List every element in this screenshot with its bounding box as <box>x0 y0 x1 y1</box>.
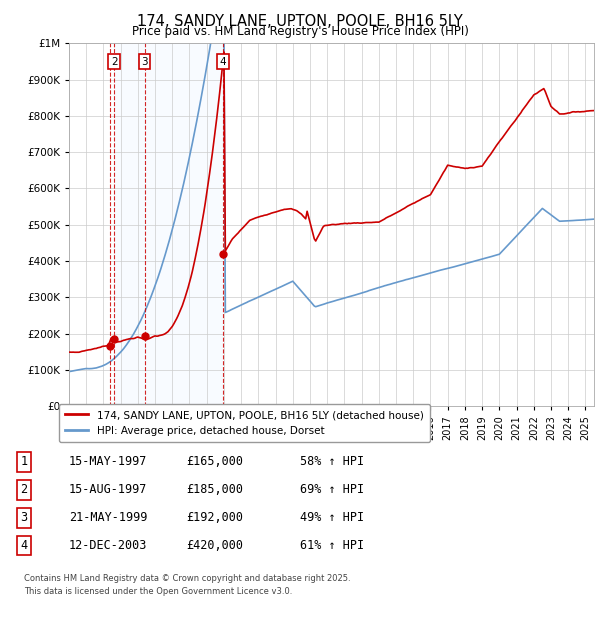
Text: 49% ↑ HPI: 49% ↑ HPI <box>300 512 364 524</box>
Text: £420,000: £420,000 <box>186 539 243 552</box>
Text: £165,000: £165,000 <box>186 456 243 468</box>
Text: 69% ↑ HPI: 69% ↑ HPI <box>300 484 364 496</box>
Text: 12-DEC-2003: 12-DEC-2003 <box>69 539 148 552</box>
Text: £185,000: £185,000 <box>186 484 243 496</box>
Text: 1: 1 <box>20 456 28 468</box>
Text: 2: 2 <box>111 56 118 66</box>
Text: This data is licensed under the Open Government Licence v3.0.: This data is licensed under the Open Gov… <box>24 587 292 596</box>
Text: Price paid vs. HM Land Registry's House Price Index (HPI): Price paid vs. HM Land Registry's House … <box>131 25 469 38</box>
Text: 2: 2 <box>20 484 28 496</box>
Text: 15-MAY-1997: 15-MAY-1997 <box>69 456 148 468</box>
Text: 58% ↑ HPI: 58% ↑ HPI <box>300 456 364 468</box>
Text: 4: 4 <box>220 56 226 66</box>
Text: 174, SANDY LANE, UPTON, POOLE, BH16 5LY: 174, SANDY LANE, UPTON, POOLE, BH16 5LY <box>137 14 463 29</box>
Text: 3: 3 <box>20 512 28 524</box>
Text: 3: 3 <box>141 56 148 66</box>
Bar <box>114 43 223 406</box>
Text: 21-MAY-1999: 21-MAY-1999 <box>69 512 148 524</box>
Text: 61% ↑ HPI: 61% ↑ HPI <box>300 539 364 552</box>
Text: Contains HM Land Registry data © Crown copyright and database right 2025.: Contains HM Land Registry data © Crown c… <box>24 574 350 583</box>
Text: £192,000: £192,000 <box>186 512 243 524</box>
Text: 15-AUG-1997: 15-AUG-1997 <box>69 484 148 496</box>
Text: 4: 4 <box>20 539 28 552</box>
Legend: 174, SANDY LANE, UPTON, POOLE, BH16 5LY (detached house), HPI: Average price, de: 174, SANDY LANE, UPTON, POOLE, BH16 5LY … <box>59 404 430 442</box>
